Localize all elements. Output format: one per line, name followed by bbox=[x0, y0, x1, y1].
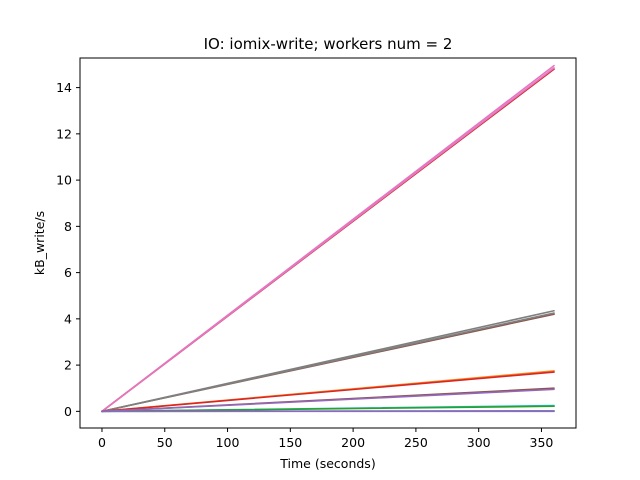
y-tick-label: 8 bbox=[64, 219, 72, 234]
x-tick-label: 50 bbox=[157, 435, 173, 450]
y-tick-label: 10 bbox=[56, 173, 72, 188]
series-line-8 bbox=[101, 371, 555, 413]
y-axis-ticks: 0 2 4 6 8 10 12 14 bbox=[56, 80, 80, 419]
series-line-3 bbox=[101, 67, 555, 413]
y-axis-label: kB_write/s bbox=[32, 211, 47, 275]
y-tick-label: 0 bbox=[64, 404, 72, 419]
x-tick-label: 250 bbox=[404, 435, 428, 450]
y-tick-label: 14 bbox=[56, 80, 72, 95]
y-tick-label: 4 bbox=[64, 311, 72, 326]
series-line-10 bbox=[101, 388, 555, 413]
y-tick-label: 12 bbox=[56, 126, 72, 141]
x-axis-label: Time (seconds) bbox=[279, 456, 375, 471]
chart-title: IO: iomix-write; workers num = 2 bbox=[204, 35, 453, 53]
y-tick-label: 6 bbox=[64, 265, 72, 280]
x-tick-label: 0 bbox=[98, 435, 106, 450]
x-tick-label: 200 bbox=[341, 435, 365, 450]
y-tick-label: 2 bbox=[64, 358, 72, 373]
x-axis-ticks: 0 50 100 150 200 250 300 350 bbox=[98, 428, 553, 450]
x-tick-label: 150 bbox=[278, 435, 302, 450]
plot-frame bbox=[79, 57, 577, 429]
x-tick-label: 300 bbox=[467, 435, 491, 450]
x-tick-label: 100 bbox=[216, 435, 240, 450]
series-line-6 bbox=[101, 312, 555, 413]
series-layer bbox=[101, 64, 555, 413]
x-tick-label: 350 bbox=[530, 435, 554, 450]
